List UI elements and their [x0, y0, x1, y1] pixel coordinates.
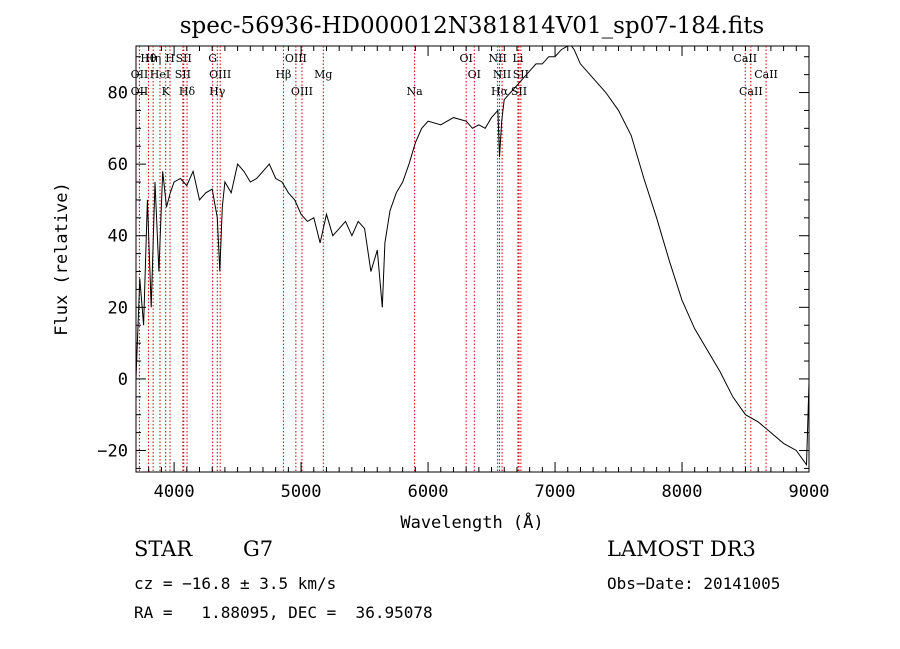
- line-marker-labels: HθOIIOIIHηHeIKHSIIHδSIIOIIIHγGHβOIIIOIII…: [131, 52, 778, 98]
- line-marker-label: G: [208, 52, 217, 65]
- line-marker-label: CaII: [754, 68, 778, 81]
- subclass: G7: [243, 537, 273, 561]
- axis-ticks: [136, 46, 809, 472]
- y-tick-label: 0: [118, 370, 128, 390]
- redshift-cz: cz = −16.8 ± 3.5 km/s: [134, 574, 336, 593]
- y-tick-label: 80: [108, 84, 128, 104]
- line-marker-label: SII: [175, 68, 191, 81]
- line-marker-label: NII: [493, 68, 511, 81]
- line-marker-label: Hα: [491, 85, 509, 98]
- object-class: STAR: [134, 537, 192, 561]
- line-marker-label: OII: [131, 85, 149, 98]
- line-marker-label: K: [162, 85, 171, 98]
- line-marker-label: CaII: [739, 85, 763, 98]
- chart-title: spec-56936-HD000012N381814V01_sp07-184.f…: [180, 13, 765, 39]
- plot-frame: [136, 46, 809, 472]
- x-tick-label: 6000: [408, 482, 449, 502]
- line-marker-label: Hγ: [209, 85, 226, 98]
- line-marker-label: OIII: [209, 68, 231, 81]
- y-tick-label: 40: [108, 227, 128, 247]
- line-marker-label: OI: [468, 68, 481, 81]
- line-marker-label: NII: [488, 52, 506, 65]
- line-marker-label: Na: [407, 85, 424, 98]
- line-markers: [139, 46, 766, 472]
- x-tick-label: 8000: [662, 482, 703, 502]
- x-tick-label: 5000: [281, 482, 322, 502]
- spectrum-line: [136, 46, 809, 465]
- y-axis-label: Flux (relative): [52, 182, 72, 336]
- y-tick-label: 20: [108, 298, 128, 318]
- x-tick-label: 7000: [535, 482, 576, 502]
- axis-tick-labels: 4000 5000 6000 7000 8000 9000 −20 0 20 40 60 80: [97, 84, 829, 502]
- x-tick-label: 4000: [154, 482, 195, 502]
- line-marker-label: SII: [511, 85, 527, 98]
- line-marker-label: H: [165, 52, 175, 65]
- x-tick-label: 9000: [789, 482, 830, 502]
- line-marker-label: OIII: [285, 52, 307, 65]
- coordinates: RA = 1.88095, DEC = 36.95078: [134, 603, 433, 622]
- obs-date: Obs−Date: 20141005: [607, 574, 780, 593]
- line-marker-label: HeI: [150, 68, 170, 81]
- y-tick-label: −20: [97, 442, 128, 462]
- survey-name: LAMOST DR3: [607, 537, 756, 561]
- line-marker-label: SII: [176, 52, 192, 65]
- line-marker-label: Mg: [314, 68, 332, 81]
- line-marker-label: Hβ: [275, 68, 291, 81]
- line-marker-label: Li: [513, 52, 524, 65]
- x-axis-label: Wavelength (Å): [400, 511, 543, 533]
- line-marker-label: Hδ: [179, 85, 196, 98]
- line-marker-label: Hη: [145, 52, 161, 65]
- line-marker-label: CaII: [733, 52, 757, 65]
- line-marker-label: OIII: [291, 85, 313, 98]
- line-marker-label: OI: [459, 52, 472, 65]
- y-tick-label: 60: [108, 155, 128, 175]
